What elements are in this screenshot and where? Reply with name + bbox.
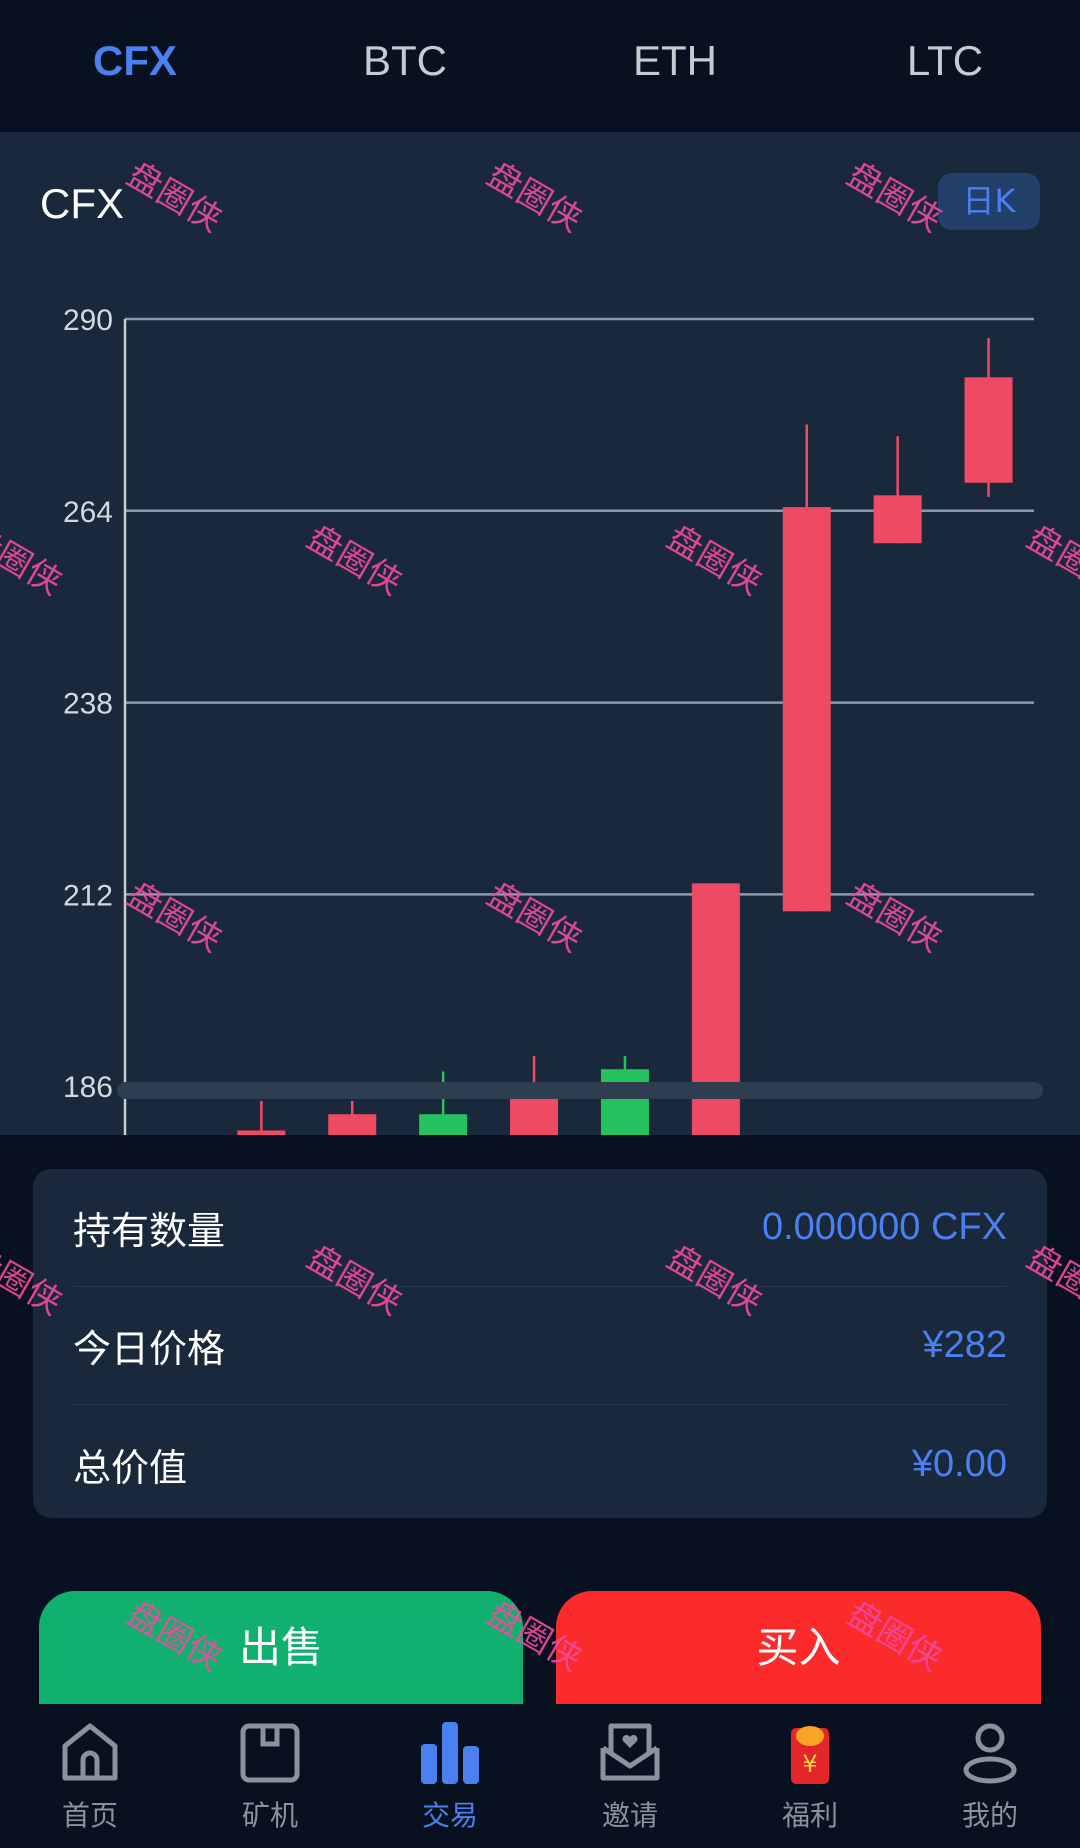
tab-eth[interactable]: ETH bbox=[633, 37, 717, 84]
y-tick-label: 290 bbox=[63, 304, 113, 337]
bottom-nav: 首页 矿机 交易 邀请 ¥ 福利 我的 bbox=[0, 1720, 1080, 1848]
tab-ltc[interactable]: LTC bbox=[906, 37, 984, 84]
total-value: ¥0.00 bbox=[911, 1442, 1007, 1485]
nav-welfare[interactable]: ¥ 福利 bbox=[720, 1720, 900, 1848]
total-row: 总价值 ¥0.00 bbox=[73, 1405, 1007, 1523]
chart-title: CFX bbox=[40, 180, 124, 227]
candle-body bbox=[964, 377, 1013, 483]
nav-miner-label: 矿机 bbox=[241, 1799, 298, 1832]
user-icon bbox=[963, 1723, 1017, 1784]
nav-mine[interactable]: 我的 bbox=[900, 1720, 1080, 1848]
home-icon bbox=[62, 1723, 118, 1781]
chart-card: CFX 日K 16018621223826429010/0810/18 bbox=[0, 132, 1080, 1135]
candle-body bbox=[419, 1114, 468, 1135]
price-label: 今日价格 bbox=[73, 1327, 226, 1371]
svg-text:¥: ¥ bbox=[802, 1750, 817, 1778]
total-label: 总价值 bbox=[73, 1445, 188, 1490]
nav-home-label: 首页 bbox=[61, 1799, 118, 1832]
candle-body bbox=[782, 507, 831, 912]
holding-value: 0.000000 CFX bbox=[761, 1206, 1007, 1248]
y-tick-label: 186 bbox=[63, 1071, 113, 1104]
y-tick-label: 264 bbox=[63, 496, 113, 529]
nav-home[interactable]: 首页 bbox=[0, 1720, 180, 1848]
red-envelope-icon: ¥ bbox=[791, 1726, 829, 1784]
price-row: 今日价格 ¥282 bbox=[73, 1287, 1007, 1405]
candle-body bbox=[237, 1130, 286, 1135]
chart-scrollbar[interactable] bbox=[117, 1082, 1043, 1099]
y-tick-label: 212 bbox=[63, 879, 113, 912]
nav-welfare-label: 福利 bbox=[781, 1799, 838, 1832]
price-value: ¥282 bbox=[922, 1324, 1007, 1366]
holdings-card: 持有数量 0.000000 CFX 今日价格 ¥282 总价值 ¥0.00 bbox=[33, 1169, 1047, 1518]
nav-trade-label: 交易 bbox=[421, 1799, 478, 1832]
nav-trade[interactable]: 交易 bbox=[360, 1720, 540, 1848]
holding-label: 持有数量 bbox=[73, 1209, 226, 1253]
y-tick-label: 238 bbox=[63, 688, 113, 721]
nav-invite[interactable]: 邀请 bbox=[540, 1720, 720, 1848]
nav-invite-label: 邀请 bbox=[601, 1799, 658, 1832]
candle-body bbox=[328, 1114, 377, 1135]
period-badge[interactable]: 日K bbox=[938, 173, 1040, 230]
tab-cfx[interactable]: CFX bbox=[93, 37, 177, 84]
nav-miner[interactable]: 矿机 bbox=[180, 1720, 360, 1848]
coin-tabs: CFX BTC ETH LTC bbox=[0, 0, 1080, 132]
invite-envelope-icon bbox=[600, 1723, 660, 1781]
candle-body bbox=[600, 1069, 649, 1135]
nav-mine-label: 我的 bbox=[961, 1799, 1018, 1832]
candlestick-chart: 16018621223826429010/0810/18 bbox=[63, 304, 1034, 1135]
tab-btc[interactable]: BTC bbox=[363, 37, 447, 84]
holding-row: 持有数量 0.000000 CFX bbox=[73, 1169, 1007, 1287]
buy-button[interactable]: 买入 bbox=[556, 1591, 1041, 1704]
sell-button[interactable]: 出售 bbox=[39, 1591, 523, 1704]
box-icon bbox=[240, 1723, 300, 1783]
candle-body bbox=[873, 495, 922, 544]
bar-chart-icon bbox=[421, 1722, 479, 1784]
